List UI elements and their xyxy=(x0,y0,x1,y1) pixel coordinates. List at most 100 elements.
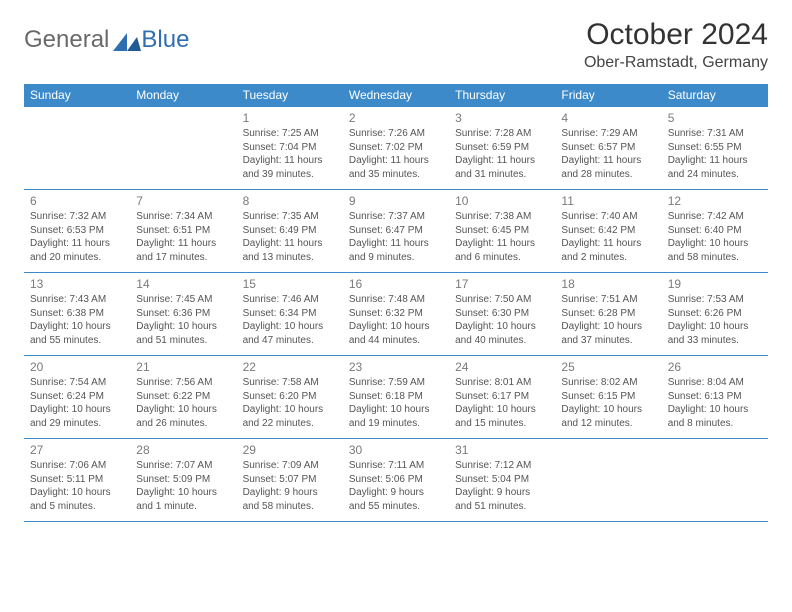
sunset-text: Sunset: 6:15 PM xyxy=(561,390,655,404)
sunset-text: Sunset: 5:04 PM xyxy=(455,473,549,487)
day-number: 23 xyxy=(349,359,443,375)
day-cell-7: 7Sunrise: 7:34 AMSunset: 6:51 PMDaylight… xyxy=(130,190,236,272)
sunrise-text: Sunrise: 7:48 AM xyxy=(349,293,443,307)
sunset-text: Sunset: 6:38 PM xyxy=(30,307,124,321)
day-cell-3: 3Sunrise: 7:28 AMSunset: 6:59 PMDaylight… xyxy=(449,107,555,189)
sunrise-text: Sunrise: 7:50 AM xyxy=(455,293,549,307)
dayname-tuesday: Tuesday xyxy=(237,84,343,106)
sunset-text: Sunset: 6:32 PM xyxy=(349,307,443,321)
daylight-text: Daylight: 10 hours and 44 minutes. xyxy=(349,320,443,347)
daylight-text: Daylight: 10 hours and 8 minutes. xyxy=(668,403,762,430)
day-number: 25 xyxy=(561,359,655,375)
daylight-text: Daylight: 10 hours and 51 minutes. xyxy=(136,320,230,347)
day-number: 30 xyxy=(349,442,443,458)
daylight-text: Daylight: 11 hours and 9 minutes. xyxy=(349,237,443,264)
day-cell-26: 26Sunrise: 8:04 AMSunset: 6:13 PMDayligh… xyxy=(662,356,768,438)
day-number: 20 xyxy=(30,359,124,375)
sunrise-text: Sunrise: 7:51 AM xyxy=(561,293,655,307)
daylight-text: Daylight: 11 hours and 2 minutes. xyxy=(561,237,655,264)
day-number: 9 xyxy=(349,193,443,209)
day-number: 29 xyxy=(243,442,337,458)
dayname-sunday: Sunday xyxy=(24,84,130,106)
day-cell-14: 14Sunrise: 7:45 AMSunset: 6:36 PMDayligh… xyxy=(130,273,236,355)
sunrise-text: Sunrise: 8:02 AM xyxy=(561,376,655,390)
sunset-text: Sunset: 6:30 PM xyxy=(455,307,549,321)
daylight-text: Daylight: 10 hours and 12 minutes. xyxy=(561,403,655,430)
day-cell-18: 18Sunrise: 7:51 AMSunset: 6:28 PMDayligh… xyxy=(555,273,661,355)
sunrise-text: Sunrise: 7:59 AM xyxy=(349,376,443,390)
day-number: 24 xyxy=(455,359,549,375)
sunrise-text: Sunrise: 8:04 AM xyxy=(668,376,762,390)
day-cell-31: 31Sunrise: 7:12 AMSunset: 5:04 PMDayligh… xyxy=(449,439,555,521)
sunset-text: Sunset: 6:49 PM xyxy=(243,224,337,238)
dayname-monday: Monday xyxy=(130,84,236,106)
dayname-friday: Friday xyxy=(555,84,661,106)
sunrise-text: Sunrise: 7:09 AM xyxy=(243,459,337,473)
day-number: 26 xyxy=(668,359,762,375)
day-cell-29: 29Sunrise: 7:09 AMSunset: 5:07 PMDayligh… xyxy=(237,439,343,521)
sunset-text: Sunset: 6:51 PM xyxy=(136,224,230,238)
calendar: SundayMondayTuesdayWednesdayThursdayFrid… xyxy=(24,84,768,522)
day-cell-16: 16Sunrise: 7:48 AMSunset: 6:32 PMDayligh… xyxy=(343,273,449,355)
day-cell-2: 2Sunrise: 7:26 AMSunset: 7:02 PMDaylight… xyxy=(343,107,449,189)
day-cell-13: 13Sunrise: 7:43 AMSunset: 6:38 PMDayligh… xyxy=(24,273,130,355)
sunrise-text: Sunrise: 7:46 AM xyxy=(243,293,337,307)
sunset-text: Sunset: 6:57 PM xyxy=(561,141,655,155)
week-row: 1Sunrise: 7:25 AMSunset: 7:04 PMDaylight… xyxy=(24,106,768,189)
day-cell-9: 9Sunrise: 7:37 AMSunset: 6:47 PMDaylight… xyxy=(343,190,449,272)
daylight-text: Daylight: 10 hours and 15 minutes. xyxy=(455,403,549,430)
sunrise-text: Sunrise: 7:29 AM xyxy=(561,127,655,141)
sunset-text: Sunset: 6:26 PM xyxy=(668,307,762,321)
sunrise-text: Sunrise: 7:07 AM xyxy=(136,459,230,473)
sunrise-text: Sunrise: 7:38 AM xyxy=(455,210,549,224)
daylight-text: Daylight: 11 hours and 6 minutes. xyxy=(455,237,549,264)
day-number: 5 xyxy=(668,110,762,126)
daylight-text: Daylight: 10 hours and 58 minutes. xyxy=(668,237,762,264)
logo-text-blue: Blue xyxy=(141,26,189,54)
daylight-text: Daylight: 11 hours and 39 minutes. xyxy=(243,154,337,181)
daylight-text: Daylight: 10 hours and 1 minute. xyxy=(136,486,230,513)
day-cell-21: 21Sunrise: 7:56 AMSunset: 6:22 PMDayligh… xyxy=(130,356,236,438)
day-cell-4: 4Sunrise: 7:29 AMSunset: 6:57 PMDaylight… xyxy=(555,107,661,189)
sunset-text: Sunset: 6:45 PM xyxy=(455,224,549,238)
week-row: 20Sunrise: 7:54 AMSunset: 6:24 PMDayligh… xyxy=(24,355,768,438)
sunset-text: Sunset: 5:07 PM xyxy=(243,473,337,487)
sunrise-text: Sunrise: 7:26 AM xyxy=(349,127,443,141)
daylight-text: Daylight: 10 hours and 5 minutes. xyxy=(30,486,124,513)
sunset-text: Sunset: 6:40 PM xyxy=(668,224,762,238)
daylight-text: Daylight: 11 hours and 31 minutes. xyxy=(455,154,549,181)
sunset-text: Sunset: 6:17 PM xyxy=(455,390,549,404)
day-number: 3 xyxy=(455,110,549,126)
sunrise-text: Sunrise: 7:42 AM xyxy=(668,210,762,224)
page-header: General Blue October 2024 Ober-Ramstadt,… xyxy=(24,18,768,72)
day-cell-24: 24Sunrise: 8:01 AMSunset: 6:17 PMDayligh… xyxy=(449,356,555,438)
day-number: 10 xyxy=(455,193,549,209)
daylight-text: Daylight: 11 hours and 35 minutes. xyxy=(349,154,443,181)
sunset-text: Sunset: 6:34 PM xyxy=(243,307,337,321)
day-number: 15 xyxy=(243,276,337,292)
daylight-text: Daylight: 9 hours and 51 minutes. xyxy=(455,486,549,513)
daylight-text: Daylight: 11 hours and 20 minutes. xyxy=(30,237,124,264)
day-cell-12: 12Sunrise: 7:42 AMSunset: 6:40 PMDayligh… xyxy=(662,190,768,272)
day-number: 21 xyxy=(136,359,230,375)
day-number: 12 xyxy=(668,193,762,209)
daylight-text: Daylight: 10 hours and 40 minutes. xyxy=(455,320,549,347)
calendar-header-row: SundayMondayTuesdayWednesdayThursdayFrid… xyxy=(24,84,768,106)
sunset-text: Sunset: 6:20 PM xyxy=(243,390,337,404)
daylight-text: Daylight: 11 hours and 24 minutes. xyxy=(668,154,762,181)
day-number: 13 xyxy=(30,276,124,292)
sunset-text: Sunset: 6:53 PM xyxy=(30,224,124,238)
sunrise-text: Sunrise: 7:45 AM xyxy=(136,293,230,307)
day-number: 18 xyxy=(561,276,655,292)
day-number: 22 xyxy=(243,359,337,375)
daylight-text: Daylight: 10 hours and 19 minutes. xyxy=(349,403,443,430)
sunrise-text: Sunrise: 7:12 AM xyxy=(455,459,549,473)
sunrise-text: Sunrise: 7:54 AM xyxy=(30,376,124,390)
day-cell-28: 28Sunrise: 7:07 AMSunset: 5:09 PMDayligh… xyxy=(130,439,236,521)
sunset-text: Sunset: 6:36 PM xyxy=(136,307,230,321)
sunrise-text: Sunrise: 7:28 AM xyxy=(455,127,549,141)
day-number: 11 xyxy=(561,193,655,209)
sunrise-text: Sunrise: 7:53 AM xyxy=(668,293,762,307)
day-cell-10: 10Sunrise: 7:38 AMSunset: 6:45 PMDayligh… xyxy=(449,190,555,272)
daylight-text: Daylight: 10 hours and 29 minutes. xyxy=(30,403,124,430)
